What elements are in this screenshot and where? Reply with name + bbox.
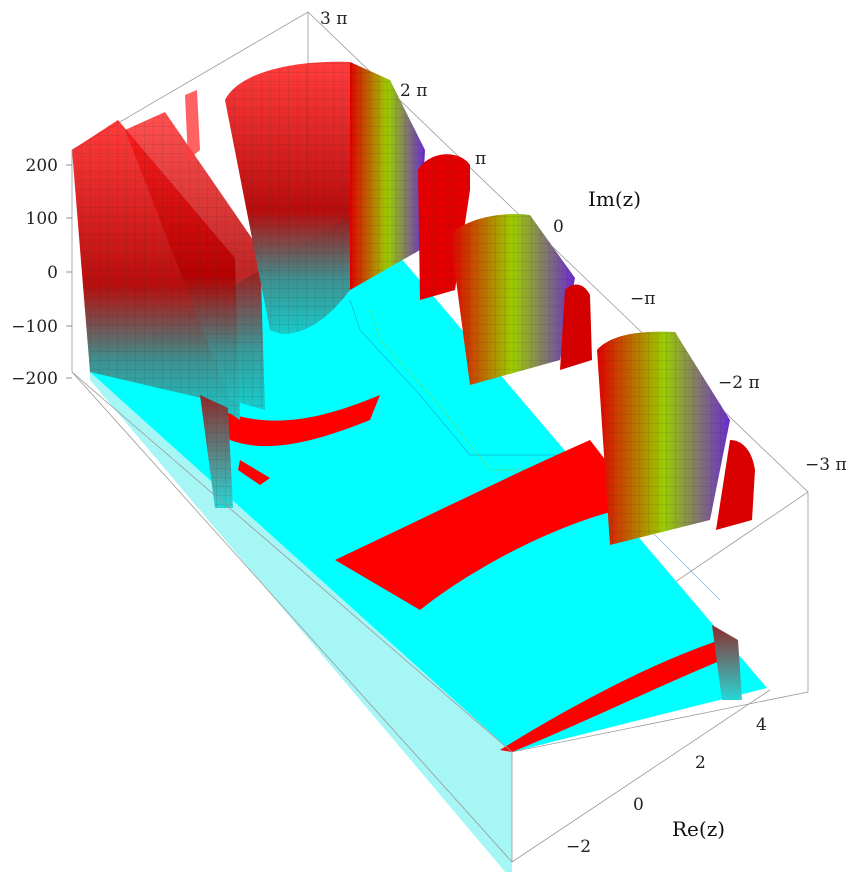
im-axis: 3 π 2 π π 0 −π −2 π −3 π Im(z) [320, 9, 847, 475]
re-tick-2: 2 [695, 753, 706, 773]
im-tick-3: 0 [553, 217, 564, 237]
z-tick-4: −200 [11, 369, 58, 389]
box-front-edges [71, 150, 809, 863]
im-tick-4: −π [630, 289, 655, 309]
left-sheets [72, 90, 265, 508]
im-axis-label: Im(z) [588, 187, 641, 211]
re-axis: −2 0 2 4 Re(z) [566, 715, 767, 857]
z-tick-2: 0 [47, 263, 58, 283]
z-tick-1: 100 [26, 209, 58, 229]
z-axis: 200 100 0 −100 −200 [11, 156, 72, 389]
re-axis-label: Re(z) [672, 817, 725, 841]
im-tick-6: −3 π [805, 455, 847, 475]
im-tick-0: 3 π [320, 9, 347, 29]
im-tick-2: π [475, 149, 486, 169]
re-tick-3: 4 [756, 715, 767, 735]
z-tick-3: −100 [11, 317, 58, 337]
red-bands [220, 395, 722, 752]
re-tick-0: −2 [566, 837, 591, 857]
re-tick-1: 0 [633, 795, 644, 815]
im-tick-1: 2 π [400, 81, 427, 101]
right-fins [450, 214, 755, 700]
z-tick-0: 200 [26, 156, 58, 176]
im-tick-5: −2 π [718, 373, 760, 393]
